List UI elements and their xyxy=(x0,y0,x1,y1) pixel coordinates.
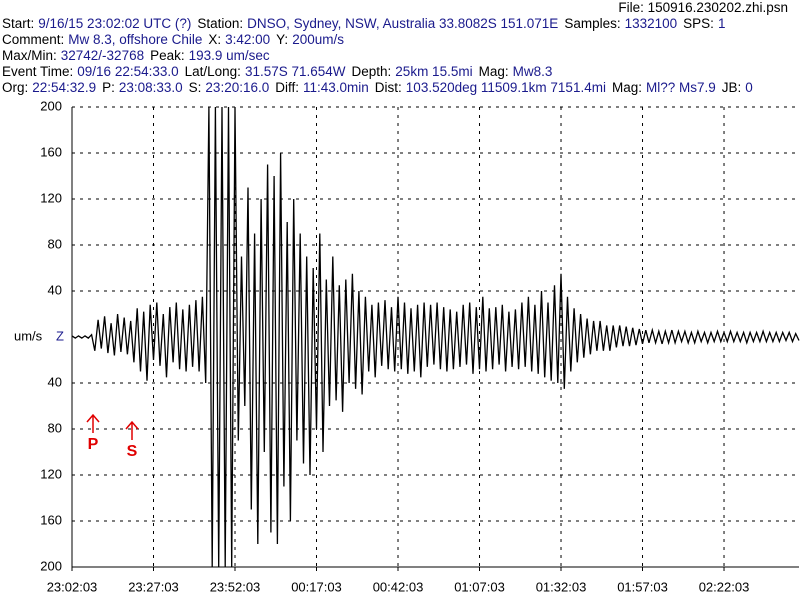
header-label: Mag: xyxy=(478,64,509,79)
header-value: 09/16 22:54:33.0 xyxy=(77,64,179,79)
header-value: 22:54:32.9 xyxy=(32,80,97,95)
header-label: Diff: xyxy=(275,80,299,95)
header-value: 23:08:33.0 xyxy=(118,80,183,95)
header-value: 3:42:00 xyxy=(225,32,271,47)
waveform xyxy=(71,106,800,568)
x-tick-label: 23:02:03 xyxy=(47,579,98,594)
x-tick-label: 02:22:03 xyxy=(699,579,750,594)
y-tick-label: 200 xyxy=(40,98,62,113)
header-value: 23:20:16.0 xyxy=(205,80,270,95)
y-tick-label: 120 xyxy=(40,466,62,481)
x-tick-label: 23:27:03 xyxy=(128,579,179,594)
x-tick-label: 01:07:03 xyxy=(454,579,505,594)
x-tick-label: 01:32:03 xyxy=(536,579,587,594)
header-value: 25km 15.5mi xyxy=(395,64,473,79)
header-line: Org: 22:54:32.9 P: 23:08:33.0 S: 23:20:16.0 Di… xyxy=(2,80,798,96)
file-name: File: 150916.230202.zhi.psn xyxy=(618,0,788,15)
x-tick-label: 00:42:03 xyxy=(373,579,424,594)
header-value: Mw8.3 xyxy=(512,64,553,79)
header-line: Comment: Mw 8.3, offshore Chile X: 3:42:00 Y… xyxy=(2,32,798,48)
header-value: 103.520deg 11509.1km 7151.4mi xyxy=(405,80,606,95)
header-value: 1332100 xyxy=(624,16,678,31)
header-value: DNSO, Sydney, NSW, Australia 33.8082S 15… xyxy=(247,16,559,31)
header-value: 11:43.0min xyxy=(303,80,369,95)
header-value: Ml?? Ms7.9 xyxy=(645,80,716,95)
header-label: Dist: xyxy=(374,80,402,95)
header-label: Event Time: xyxy=(2,64,74,79)
header-line: Max/Min: 32742/-32768 Peak: 193.9 um/sec xyxy=(2,48,798,64)
header-label: Peak: xyxy=(150,48,185,63)
y-tick-label: 40 xyxy=(48,374,62,389)
header-value: 1 xyxy=(717,16,726,31)
header-label: Lat/Long: xyxy=(184,64,241,79)
header-label: Start: xyxy=(2,16,35,31)
header-line: Event Time: 09/16 22:54:33.0 Lat/Long: 31.5… xyxy=(2,64,798,80)
y-tick-label: 160 xyxy=(40,144,62,159)
header-label: P: xyxy=(102,80,115,95)
header-value: Mw 8.3, offshore Chile xyxy=(68,32,203,47)
header-value: 200um/s xyxy=(292,32,344,47)
annotation: P xyxy=(88,436,99,453)
y-tick-label: 200 xyxy=(40,558,62,573)
x-tick-label: 01:57:03 xyxy=(617,579,668,594)
arrow xyxy=(86,413,100,433)
y-tick-label: 160 xyxy=(40,512,62,527)
y-tick-label: 80 xyxy=(48,420,62,435)
arrow xyxy=(125,420,139,440)
header-value: 193.9 um/sec xyxy=(188,48,270,63)
x-tick-label: 00:17:03 xyxy=(291,579,342,594)
header-label: Mag: xyxy=(611,80,642,95)
header-label: Comment: xyxy=(2,32,65,47)
header-value: 32742/-32768 xyxy=(60,48,145,63)
annotation: S xyxy=(127,443,138,460)
x-tick-label: 23:52:03 xyxy=(210,579,261,594)
y-axis-label: um/s xyxy=(14,328,43,343)
y-tick-label: 120 xyxy=(40,190,62,205)
header-label: S: xyxy=(188,80,202,95)
header-value: 9/16/15 23:02:02 UTC (?) xyxy=(38,16,192,31)
header-label: Y: xyxy=(276,32,289,47)
header-value: 31.57S 71.654W xyxy=(244,64,346,79)
y-tick-label: 40 xyxy=(48,282,62,297)
header: File: 150916.230202.zhi.psn Start: 9/16/1… xyxy=(2,0,798,96)
header-label: X: xyxy=(208,32,222,47)
header-line: Start: 9/16/15 23:02:02 UTC (?) Station: DN… xyxy=(2,16,798,32)
header-label: SPS: xyxy=(683,16,714,31)
header-value: 0 xyxy=(745,80,753,95)
header-label: Samples: xyxy=(564,16,621,31)
y-tick-label: 80 xyxy=(48,236,62,251)
header-label: Org: xyxy=(2,80,29,95)
header-label: JB: xyxy=(721,80,742,95)
header-label: Station: xyxy=(197,16,244,31)
component-label: Z xyxy=(56,328,64,343)
header-label: Max/Min: xyxy=(2,48,57,63)
header-label: Depth: xyxy=(351,64,392,79)
